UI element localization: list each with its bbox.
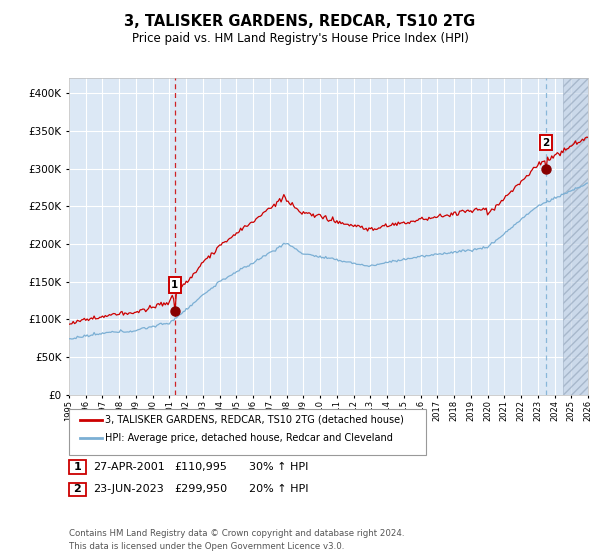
Text: 27-APR-2001: 27-APR-2001 bbox=[93, 462, 165, 472]
Text: 1: 1 bbox=[171, 280, 178, 290]
Text: 1: 1 bbox=[74, 462, 81, 472]
Text: 3, TALISKER GARDENS, REDCAR, TS10 2TG (detached house): 3, TALISKER GARDENS, REDCAR, TS10 2TG (d… bbox=[105, 415, 404, 425]
Text: 3, TALISKER GARDENS, REDCAR, TS10 2TG: 3, TALISKER GARDENS, REDCAR, TS10 2TG bbox=[124, 14, 476, 29]
Text: £110,995: £110,995 bbox=[174, 462, 227, 472]
Text: Price paid vs. HM Land Registry's House Price Index (HPI): Price paid vs. HM Land Registry's House … bbox=[131, 32, 469, 45]
Text: 2: 2 bbox=[542, 138, 550, 148]
Text: Contains HM Land Registry data © Crown copyright and database right 2024.: Contains HM Land Registry data © Crown c… bbox=[69, 529, 404, 538]
Text: 23-JUN-2023: 23-JUN-2023 bbox=[93, 484, 164, 494]
Bar bbox=[563, 78, 596, 395]
Text: 2: 2 bbox=[74, 484, 81, 494]
Text: This data is licensed under the Open Government Licence v3.0.: This data is licensed under the Open Gov… bbox=[69, 542, 344, 551]
Text: £299,950: £299,950 bbox=[174, 484, 227, 494]
Text: HPI: Average price, detached house, Redcar and Cleveland: HPI: Average price, detached house, Redc… bbox=[105, 433, 393, 444]
Text: 30% ↑ HPI: 30% ↑ HPI bbox=[249, 462, 308, 472]
Text: 20% ↑ HPI: 20% ↑ HPI bbox=[249, 484, 308, 494]
